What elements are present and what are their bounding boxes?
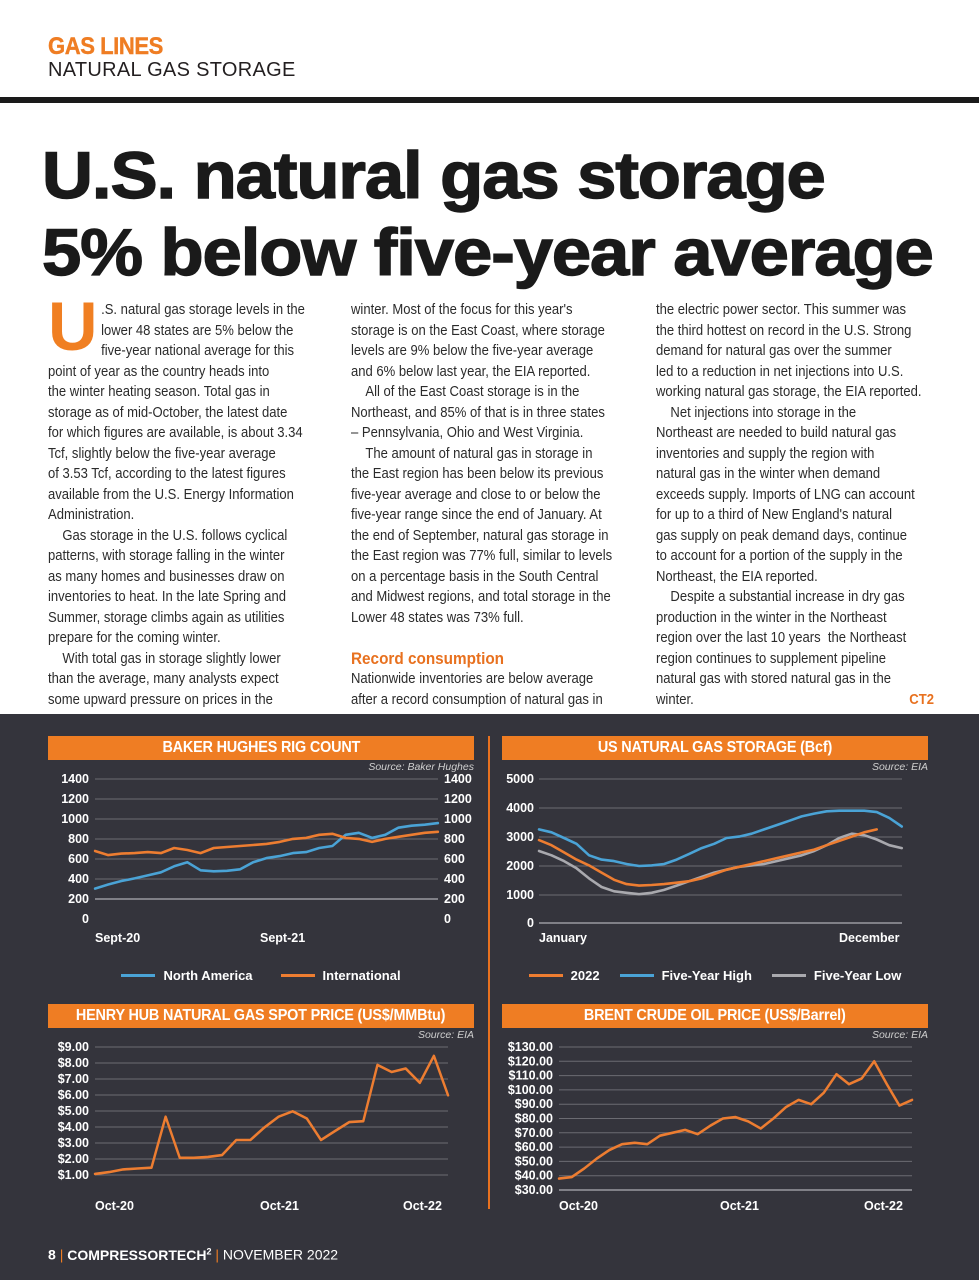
svg-text:$7.00: $7.00 [58, 1072, 89, 1086]
svg-text:1000: 1000 [444, 812, 472, 826]
svg-text:$80.00: $80.00 [515, 1111, 553, 1125]
svg-text:800: 800 [68, 832, 89, 846]
svg-text:$6.00: $6.00 [58, 1088, 89, 1102]
svg-text:0: 0 [82, 912, 89, 926]
svg-text:4000: 4000 [506, 801, 534, 815]
svg-text:Sept-20: Sept-20 [95, 931, 140, 945]
svg-text:3000: 3000 [506, 830, 534, 844]
svg-text:400: 400 [68, 872, 89, 886]
svg-text:$70.00: $70.00 [515, 1125, 553, 1139]
svg-text:$90.00: $90.00 [515, 1097, 553, 1111]
svg-text:600: 600 [68, 852, 89, 866]
svg-text:$2.00: $2.00 [58, 1152, 89, 1166]
svg-text:Oct-22: Oct-22 [403, 1199, 442, 1213]
svg-text:200: 200 [68, 892, 89, 906]
svg-text:$3.00: $3.00 [58, 1136, 89, 1150]
svg-text:$60.00: $60.00 [515, 1140, 553, 1154]
svg-text:$5.00: $5.00 [58, 1104, 89, 1118]
svg-text:1000: 1000 [61, 812, 89, 826]
svg-text:0: 0 [444, 912, 451, 926]
svg-text:Oct-20: Oct-20 [559, 1199, 598, 1213]
svg-text:Oct-22: Oct-22 [864, 1199, 903, 1213]
svg-text:$100.00: $100.00 [508, 1082, 553, 1096]
svg-text:$50.00: $50.00 [515, 1154, 553, 1168]
svg-text:200: 200 [444, 892, 465, 906]
svg-text:Oct-20: Oct-20 [95, 1199, 134, 1213]
svg-text:1200: 1200 [61, 792, 89, 806]
svg-text:800: 800 [444, 832, 465, 846]
svg-text:1200: 1200 [444, 792, 472, 806]
svg-text:$130.00: $130.00 [508, 1040, 553, 1054]
svg-text:Oct-21: Oct-21 [720, 1199, 759, 1213]
svg-text:$4.00: $4.00 [58, 1120, 89, 1134]
svg-text:Sept-21: Sept-21 [260, 931, 305, 945]
svg-text:$110.00: $110.00 [509, 1068, 554, 1082]
svg-text:600: 600 [444, 852, 465, 866]
svg-text:$30.00: $30.00 [515, 1183, 553, 1197]
svg-text:1400: 1400 [61, 772, 89, 786]
svg-text:$8.00: $8.00 [58, 1056, 89, 1070]
svg-text:Oct-21: Oct-21 [260, 1199, 299, 1213]
svg-text:5000: 5000 [506, 772, 534, 786]
svg-text:1000: 1000 [506, 888, 534, 902]
svg-text:$40.00: $40.00 [515, 1168, 553, 1182]
svg-text:$9.00: $9.00 [58, 1040, 89, 1054]
svg-text:0: 0 [527, 916, 534, 930]
svg-text:1400: 1400 [444, 772, 472, 786]
svg-text:$120.00: $120.00 [508, 1054, 553, 1068]
svg-text:2000: 2000 [506, 859, 534, 873]
svg-text:December: December [839, 931, 900, 945]
svg-text:$1.00: $1.00 [58, 1168, 89, 1182]
svg-text:January: January [539, 931, 587, 945]
svg-text:400: 400 [444, 872, 465, 886]
